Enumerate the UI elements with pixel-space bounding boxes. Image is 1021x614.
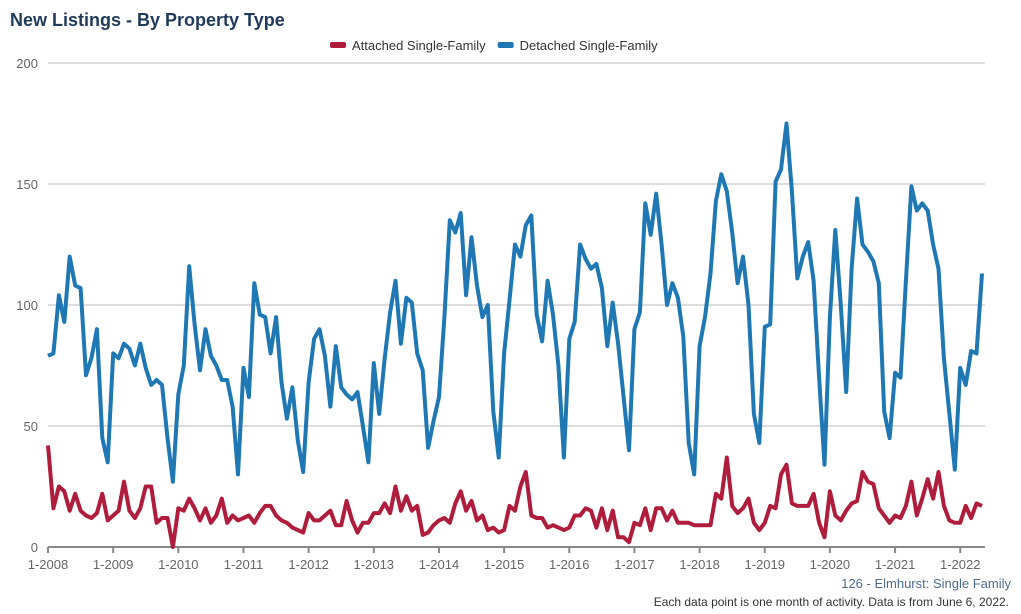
legend: Attached Single-Family Detached Single-Fa… (330, 38, 658, 53)
legend-swatch (497, 42, 514, 48)
series-line-attached (46, 445, 983, 549)
y-tick-label: 100 (16, 298, 38, 313)
x-tick-label: 1-2015 (484, 557, 524, 572)
x-tick-label: 1-2020 (810, 557, 850, 572)
y-tick-label: 200 (16, 56, 38, 71)
y-tick-label: 150 (16, 177, 38, 192)
legend-swatch (330, 42, 346, 48)
footnote: Each data point is one month of activity… (653, 595, 1009, 609)
chart-title: New Listings - By Property Type (10, 10, 285, 30)
series-line-detached (47, 121, 984, 484)
x-tick-label: 1-2010 (158, 557, 198, 572)
y-axis: 0 50 100 150 200 (16, 56, 38, 555)
x-tick-label: 1-2017 (614, 557, 654, 572)
x-tick-label: 1-2012 (288, 557, 328, 572)
legend-label: Detached Single-Family (520, 38, 659, 53)
x-tick-label: 1-2011 (224, 557, 264, 572)
source-label: 126 - Elmhurst: Single Family (841, 576, 1011, 591)
x-tick-label: 1-2021 (875, 557, 915, 572)
x-tick-label: 1-2014 (419, 557, 459, 572)
y-tick-label: 50 (24, 419, 38, 434)
y-tick-label: 0 (31, 540, 38, 555)
x-axis: 1-2008 1-2009 1-2010 1-2011 1-2012 1-2013 1-20… (28, 547, 980, 572)
x-tick-label: 1-2008 (28, 557, 68, 572)
x-tick-label: 1-2022 (940, 557, 980, 572)
x-tick-label: 1-2018 (679, 557, 719, 572)
legend-label: Attached Single-Family (352, 38, 486, 53)
x-tick-label: 1-2009 (93, 557, 133, 572)
series-lines (46, 121, 984, 549)
x-tick-label: 1-2013 (354, 557, 394, 572)
x-tick-label: 1-2019 (745, 557, 785, 572)
x-tick-label: 1-2016 (549, 557, 589, 572)
